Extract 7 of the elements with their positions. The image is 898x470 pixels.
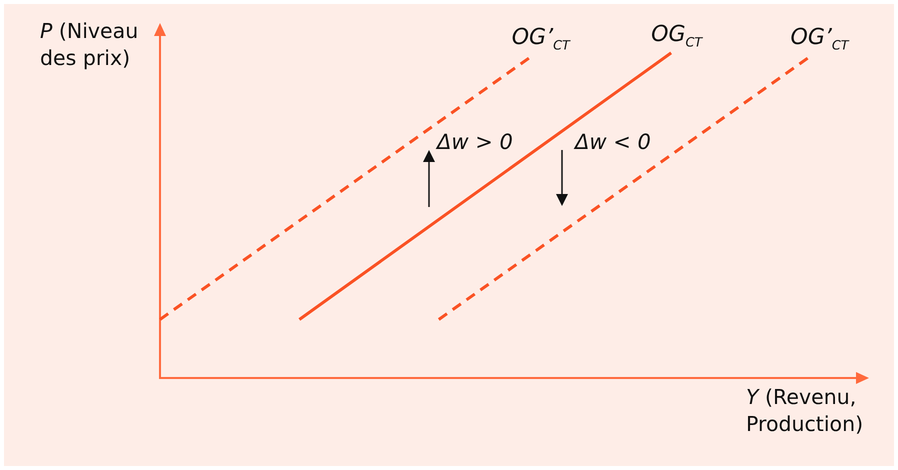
x-axis-title: Y (Revenu, Production) xyxy=(746,384,864,438)
series-label: OG$_{CT}$ xyxy=(651,22,702,51)
y-axis-title: P (Niveau des prix) xyxy=(40,18,140,72)
annotation: Δw < 0 xyxy=(575,130,651,154)
series-label: OG’$_{CT}$ xyxy=(790,25,849,54)
annotation: Δw > 0 xyxy=(437,130,513,154)
series-label: OG’$_{CT}$ xyxy=(512,25,570,54)
